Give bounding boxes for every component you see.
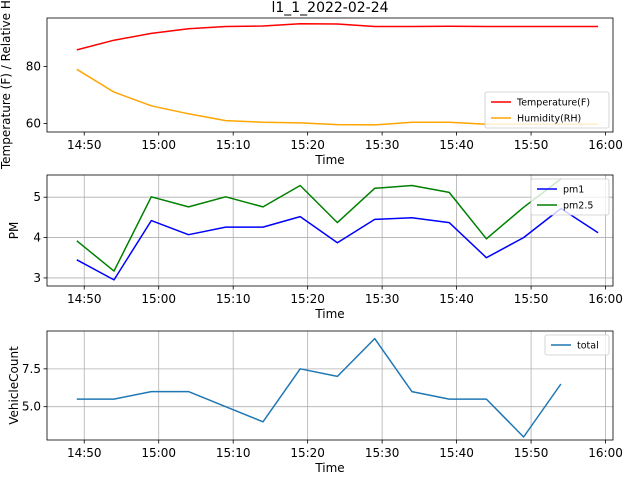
y-tick-label: 80 bbox=[26, 59, 41, 73]
x-tick-label: 14:50 bbox=[67, 138, 102, 152]
y-axis-label: VehicleCount bbox=[7, 346, 21, 425]
y-axis-label: PM bbox=[7, 222, 21, 240]
y-tick-label: 7.5 bbox=[22, 362, 41, 376]
x-tick-label: 15:40 bbox=[439, 138, 474, 152]
x-axis-label: Time bbox=[314, 153, 344, 167]
subplot-2: 14:50 15:00 15:10 15:20 15:30 15:40 15:50 16:00… bbox=[7, 174, 623, 321]
series-line-pm2-5 bbox=[76, 178, 562, 272]
x-tick-label: 15:20 bbox=[290, 292, 325, 306]
subplot-1: 14:50 15:00 15:10 15:20 15:30 15:40 15:50 16:00… bbox=[0, 0, 623, 170]
x-tick-label: 15:40 bbox=[439, 446, 474, 460]
legend-label: pm1 bbox=[563, 185, 584, 196]
legend: pm1 pm2.5 bbox=[530, 178, 610, 216]
x-tick-label: 15:50 bbox=[514, 138, 549, 152]
x-tick-label: 15:50 bbox=[514, 292, 549, 306]
axes-frame bbox=[46, 330, 614, 441]
figure-title: l1_1_2022-02-24 bbox=[271, 0, 388, 16]
y-tick-label: 5.0 bbox=[22, 400, 41, 414]
x-tick-label: 15:00 bbox=[141, 138, 176, 152]
subplot-3: 14:50 15:00 15:10 15:20 15:30 15:40 15:50 16:00… bbox=[7, 330, 623, 475]
legend-label: Humidity(RH) bbox=[517, 114, 581, 125]
x-axis-label: Time bbox=[314, 461, 344, 475]
x-tick-label: 15:20 bbox=[290, 138, 325, 152]
y-axis-label: Temperature (F) / Relative Hum bbox=[0, 0, 13, 170]
series-line-total bbox=[76, 337, 562, 438]
legend-label: total bbox=[577, 341, 599, 352]
x-tick-label: 15:40 bbox=[439, 292, 474, 306]
legend-box bbox=[544, 334, 610, 356]
legend: Temperature(F) Humidity(RH) bbox=[484, 91, 610, 129]
legend-box bbox=[484, 91, 610, 129]
series-line-pm1 bbox=[76, 207, 599, 281]
x-tick-label: 15:00 bbox=[141, 446, 176, 460]
legend-label: pm2.5 bbox=[563, 201, 593, 212]
y-tick-label: 4 bbox=[33, 231, 41, 245]
y-tick-label: 60 bbox=[26, 116, 41, 130]
legend-label: Temperature(F) bbox=[516, 98, 590, 109]
subplots: 14:50 15:00 15:10 15:20 15:30 15:40 15:50 16:00… bbox=[0, 0, 623, 475]
y-tick-label: 5 bbox=[33, 190, 41, 204]
series-line-temperature-f- bbox=[76, 22, 599, 51]
x-tick-label: 15:10 bbox=[216, 446, 251, 460]
x-tick-label: 14:50 bbox=[67, 292, 102, 306]
x-tick-label: 14:50 bbox=[67, 446, 102, 460]
x-tick-label: 15:30 bbox=[365, 446, 400, 460]
axes-frame bbox=[46, 17, 614, 133]
x-tick-label: 15:30 bbox=[365, 138, 400, 152]
x-tick-label: 15:30 bbox=[365, 292, 400, 306]
legend: total bbox=[544, 334, 610, 356]
x-tick-label: 15:00 bbox=[141, 292, 176, 306]
legend-box bbox=[530, 178, 610, 216]
y-tick-label: 3 bbox=[33, 271, 41, 285]
x-axis-label: Time bbox=[314, 307, 344, 321]
x-tick-label: 15:10 bbox=[216, 138, 251, 152]
x-tick-label: 16:00 bbox=[588, 138, 623, 152]
x-tick-label: 15:10 bbox=[216, 292, 251, 306]
x-tick-label: 15:20 bbox=[290, 446, 325, 460]
x-tick-label: 16:00 bbox=[588, 292, 623, 306]
axes-frame bbox=[46, 174, 614, 287]
x-tick-label: 16:00 bbox=[588, 446, 623, 460]
x-tick-label: 15:50 bbox=[514, 446, 549, 460]
